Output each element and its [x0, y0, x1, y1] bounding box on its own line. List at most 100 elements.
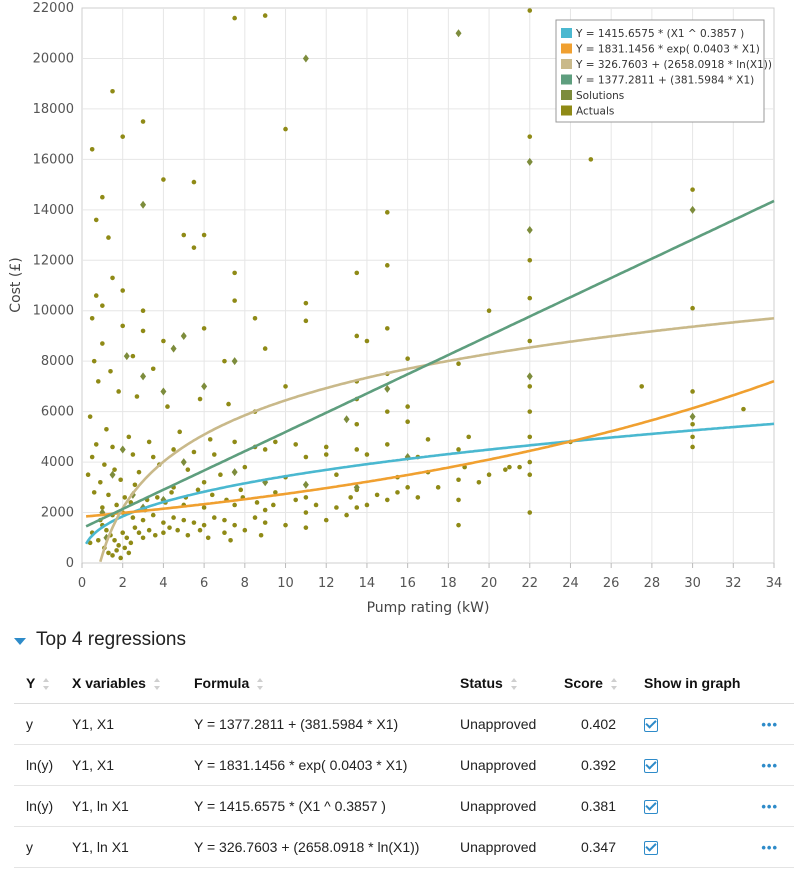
table-header-row: Y X variables Formula Status Score Show …	[14, 663, 794, 704]
more-options-icon[interactable]: •••	[761, 758, 778, 773]
table-row[interactable]: y Y1, X1 Y = 1377.2811 + (381.5984 * X1)…	[14, 703, 794, 745]
sort-icon[interactable]	[153, 678, 161, 691]
sort-icon[interactable]	[257, 678, 264, 691]
y-tick-labels: 0 2000 4000 6000 8000 10000 12000 14000 16000 180…	[33, 1, 74, 571]
actual-point	[191, 179, 197, 185]
cell-x-variables: Y1, X1	[60, 703, 182, 745]
actual-point	[140, 328, 146, 334]
cell-show	[632, 744, 742, 786]
legend-swatch	[561, 28, 572, 38]
cell-status: Unapproved	[448, 744, 552, 786]
actual-point	[169, 490, 174, 495]
legend-swatch	[561, 90, 572, 100]
col-header-formula[interactable]: Formula	[182, 663, 448, 704]
actual-point	[175, 527, 180, 533]
more-options-icon[interactable]: •••	[761, 840, 778, 855]
y-tick-label: 20000	[33, 51, 74, 66]
y-tick-label: 2000	[41, 506, 74, 521]
solution-point	[384, 384, 391, 393]
actual-point	[130, 515, 136, 520]
solution-point	[140, 372, 147, 381]
cell-status: Unapproved	[448, 785, 552, 827]
actual-point	[262, 507, 268, 513]
sort-icon[interactable]	[610, 678, 618, 691]
actual-point	[262, 520, 268, 525]
cell-y: ln(y)	[14, 785, 60, 827]
table-row[interactable]: y Y1, ln X1 Y = 326.7603 + (2658.0918 * …	[14, 826, 794, 868]
regressions-section-toggle[interactable]: Top 4 regressions	[14, 628, 186, 652]
actual-point	[293, 442, 299, 447]
actual-point	[639, 384, 645, 389]
actual-point	[232, 298, 237, 303]
actual-point	[254, 500, 260, 505]
sort-icon[interactable]	[43, 678, 50, 691]
table-row[interactable]: ln(y) Y1, ln X1 Y = 1415.6575 * (X1 ^ 0.…	[14, 785, 794, 827]
cell-score: 0.347	[552, 826, 632, 868]
actual-point	[124, 535, 130, 541]
actual-point	[120, 530, 126, 536]
cell-y: y	[14, 703, 60, 745]
actual-point	[354, 421, 360, 427]
actual-point	[344, 512, 349, 518]
actual-point	[104, 426, 109, 432]
actual-point	[303, 495, 309, 500]
actual-point	[303, 525, 309, 530]
y-tick-label: 8000	[41, 354, 74, 369]
actual-point	[405, 419, 410, 425]
show-in-graph-checkbox[interactable]	[644, 759, 658, 774]
show-in-graph-checkbox[interactable]	[644, 841, 658, 856]
col-header-x-variables[interactable]: X variables	[60, 663, 182, 704]
cell-show	[632, 785, 742, 827]
actual-point	[167, 525, 172, 530]
actual-point	[130, 353, 136, 359]
actual-point	[273, 439, 278, 445]
x-tick-label: 28	[644, 576, 661, 591]
sort-icon[interactable]	[510, 678, 518, 691]
actual-point	[228, 537, 233, 543]
actual-point	[283, 522, 288, 528]
cell-score: 0.392	[552, 744, 632, 786]
legend-swatch	[561, 43, 572, 54]
more-options-icon[interactable]: •••	[761, 799, 778, 814]
actual-point	[222, 530, 227, 536]
actual-point	[95, 537, 101, 543]
actual-point	[293, 497, 299, 503]
col-header-status[interactable]: Status	[448, 663, 552, 704]
y-tick-label: 10000	[33, 304, 74, 319]
solution-point	[302, 480, 309, 489]
col-header-y[interactable]: Y	[14, 663, 60, 704]
actual-point	[152, 532, 158, 538]
cell-actions: •••	[742, 744, 794, 786]
actual-point	[132, 525, 138, 530]
show-in-graph-checkbox[interactable]	[644, 718, 658, 733]
actual-point	[456, 497, 461, 503]
actual-point	[323, 452, 329, 457]
actual-point	[425, 437, 431, 442]
actual-point	[161, 530, 166, 536]
collapse-caret-icon[interactable]	[14, 637, 26, 645]
actual-point	[93, 217, 99, 223]
col-header-score[interactable]: Score	[552, 663, 632, 704]
more-options-icon[interactable]: •••	[761, 717, 778, 732]
x-tick-label: 6	[200, 576, 208, 591]
table-row[interactable]: ln(y) Y1, X1 Y = 1831.1456 * exp( 0.0403…	[14, 744, 794, 786]
y-tick-label: 18000	[33, 102, 74, 117]
actual-point	[211, 515, 217, 520]
actual-point	[120, 323, 126, 329]
actual-point	[527, 409, 533, 414]
show-in-graph-checkbox[interactable]	[644, 800, 658, 815]
actual-point	[374, 492, 380, 498]
actual-point	[207, 437, 213, 442]
actual-point	[132, 482, 138, 488]
actual-point	[191, 520, 197, 525]
regressions-table: Y X variables Formula Status Score Show …	[14, 663, 794, 868]
actual-point	[185, 532, 191, 538]
actual-point	[507, 464, 512, 470]
actual-point	[118, 477, 123, 483]
actual-point	[690, 434, 695, 440]
actual-point	[197, 396, 203, 402]
actual-point	[527, 384, 533, 389]
solution-point	[170, 344, 177, 353]
actual-point	[527, 134, 533, 139]
x-tick-label: 0	[78, 576, 86, 591]
